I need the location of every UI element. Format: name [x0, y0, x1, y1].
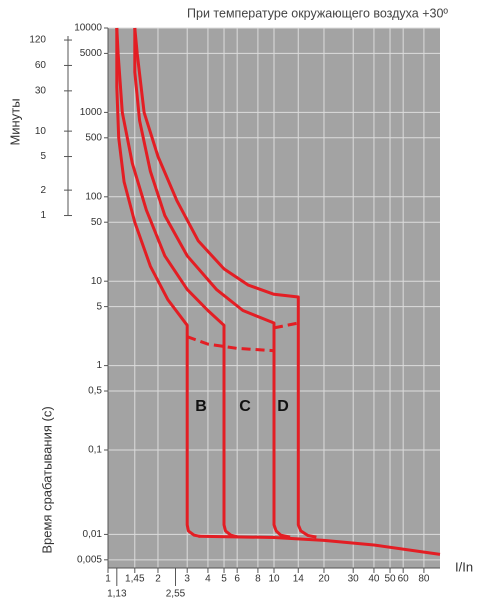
x-axis-label: I/In [455, 559, 473, 574]
curve [186, 335, 275, 353]
y2-tick-label: 60 [35, 60, 47, 71]
y-tick-label: 100 [85, 191, 102, 202]
y-tick-label: 10000 [74, 23, 102, 34]
x-tick-label: 30 [348, 574, 360, 585]
curve [115, 27, 238, 539]
y2-tick-label: 2 [40, 185, 46, 196]
y-tick-label: 5000 [80, 48, 103, 59]
annotation: B [195, 398, 207, 415]
y-tick-label: 0,01 [83, 529, 103, 540]
x-tick-label: 10 [268, 574, 280, 585]
x-tick-label: 2,55 [166, 589, 186, 600]
y2-tick-label: 5 [40, 151, 46, 162]
y2-tick-label: 120 [29, 35, 46, 46]
y2-tick-label: 10 [35, 126, 47, 137]
x-tick-label: 80 [418, 574, 430, 585]
chart-title: При температуре окружающего воздуха +30º [187, 6, 448, 20]
x-tick-label: 14 [293, 574, 305, 585]
y2-tick-label: 1 [40, 210, 46, 221]
x-tick-label: 4 [205, 574, 211, 585]
x-tick-label: 3 [184, 574, 190, 585]
y-tick-label: 5 [96, 301, 102, 312]
x-tick-label: 5 [221, 574, 227, 585]
y-tick-label: 10 [91, 276, 103, 287]
x-tick-label: 50 [384, 574, 396, 585]
curve [273, 321, 299, 330]
x-tick-label: 8 [255, 574, 261, 585]
y-tick-label: 1 [96, 360, 102, 371]
y-tick-label: 0,1 [88, 445, 102, 456]
x-tick-label: 6 [234, 574, 240, 585]
y-tick-label: 0,005 [77, 554, 102, 565]
x-tick-label: 2 [155, 574, 161, 585]
curve [133, 27, 317, 539]
curve [198, 534, 441, 556]
x-tick-label: 1 [105, 574, 111, 585]
x-tick-label: 1,13 [107, 589, 127, 600]
y-tick-label: 1000 [80, 107, 103, 118]
annotation: D [277, 398, 289, 415]
x-tick-label: 1,45 [125, 574, 145, 585]
y-tick-label: 0,5 [88, 386, 102, 397]
x-tick-label: 20 [318, 574, 330, 585]
y2-axis-label: Минуты [7, 98, 22, 145]
y-tick-label: 500 [85, 132, 102, 143]
x-tick-label: 60 [398, 574, 410, 585]
y-axis-label: Время срабатывания (с) [39, 406, 54, 553]
y2-tick-label: 30 [35, 85, 47, 96]
annotation: C [239, 398, 251, 415]
curve [115, 28, 201, 538]
x-tick-label: 40 [368, 574, 380, 585]
y-tick-label: 50 [91, 217, 103, 228]
curve [133, 28, 291, 539]
